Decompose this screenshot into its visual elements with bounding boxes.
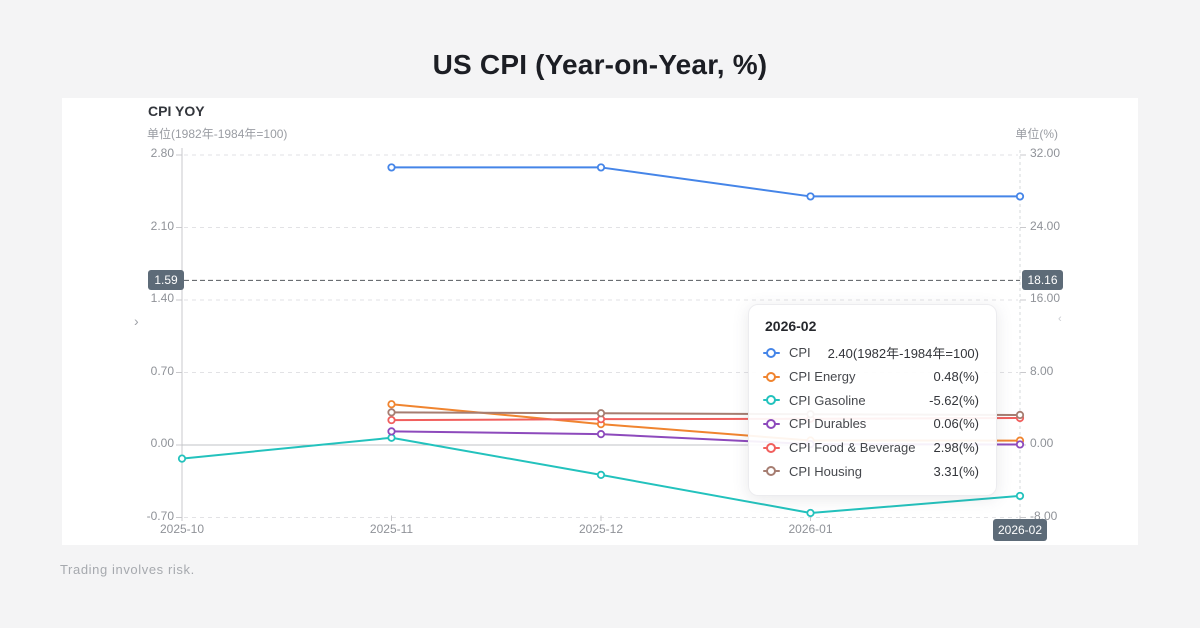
- tooltip-rows: CPI 2.40(1982年-1984年=100) CPI Energy 0.48(%…: [763, 341, 979, 483]
- tooltip-row-value: -5.62(%): [929, 392, 979, 408]
- left-axis-tick-label: 0.70: [150, 363, 174, 378]
- right-axis-badge: 18.16: [1022, 270, 1063, 290]
- tooltip-row: CPI Gasoline -5.62(%): [763, 388, 979, 412]
- left-axis-tick-label: 1.40: [150, 291, 174, 305]
- tooltip-row-label: CPI Durables: [789, 416, 867, 432]
- left-axis-unit: 单位(1982年-1984年=100): [147, 127, 288, 141]
- right-axis-tick-label: 32.00: [1030, 146, 1061, 160]
- right-axis-tick-label: 16.00: [1030, 291, 1061, 305]
- tooltip-row-label: CPI Food & Beverage: [789, 440, 916, 456]
- left-axis-tick-label: 2.10: [150, 218, 174, 233]
- chart-title: CPI YOY: [148, 103, 205, 119]
- series-marker-icon: [763, 442, 780, 453]
- tooltip-date: 2026-02: [765, 318, 817, 334]
- disclaimer-text: Trading involves risk.: [60, 562, 195, 577]
- series-marker-icon: [763, 347, 780, 358]
- page-title: US CPI (Year-on-Year, %): [432, 49, 768, 80]
- x-axis-label: 2026-01: [788, 522, 833, 536]
- series-marker-icon: [763, 466, 780, 477]
- left-axis-tick-label: 0.00: [150, 436, 174, 450]
- tooltip-row: CPI Food & Beverage 2.98(%): [763, 436, 979, 460]
- tooltip-row-value: 0.48(%): [933, 369, 979, 385]
- chart-tooltip: 2026-02 CPI 2.40(1982年-1984年=100) CPI Ener…: [748, 304, 997, 497]
- tooltip-row-value: 2.98(%): [933, 440, 979, 456]
- right-axis-tick-label: 24.00: [1030, 218, 1061, 233]
- tooltip-row-label: CPI Energy: [789, 369, 856, 385]
- right-axis-unit: 单位(%): [1015, 127, 1058, 141]
- tooltip-row: CPI Housing 3.31(%): [763, 459, 979, 483]
- x-axis-label: 2025-12: [578, 522, 624, 536]
- tooltip-row-value: 3.31(%): [933, 463, 979, 479]
- right-axis-tick-label: 8.00: [1030, 363, 1054, 378]
- x-axis-badge: 2026-02: [993, 519, 1047, 541]
- series-marker-icon: [763, 395, 780, 406]
- left-axis-tick-label: 2.80: [150, 146, 174, 160]
- right-axis-tick-label: 0.00: [1030, 436, 1054, 450]
- tooltip-row: CPI 2.40(1982年-1984年=100): [763, 341, 979, 365]
- chevron-left-icon[interactable]: ‹: [1058, 313, 1062, 325]
- tooltip-row-value: 2.40(1982年-1984年=100): [827, 346, 979, 362]
- x-axis-label: 2025-11: [369, 522, 414, 536]
- tooltip-row: CPI Energy 0.48(%): [763, 365, 979, 389]
- chevron-right-icon[interactable]: ›: [134, 313, 139, 329]
- series-marker-icon: [763, 371, 780, 382]
- tooltip-row-value: 0.06(%): [933, 416, 979, 432]
- x-axis-label: 2025-10: [159, 522, 205, 536]
- tooltip-row-label: CPI Housing: [789, 463, 862, 479]
- left-axis-badge: 1.59: [148, 270, 184, 290]
- left-axis-tick-label: -0.70: [146, 508, 174, 523]
- tooltip-row-label: CPI Gasoline: [789, 392, 866, 408]
- tooltip-row: CPI Durables 0.06(%): [763, 412, 979, 436]
- series-marker-icon: [763, 418, 780, 429]
- tooltip-row-label: CPI: [789, 345, 811, 361]
